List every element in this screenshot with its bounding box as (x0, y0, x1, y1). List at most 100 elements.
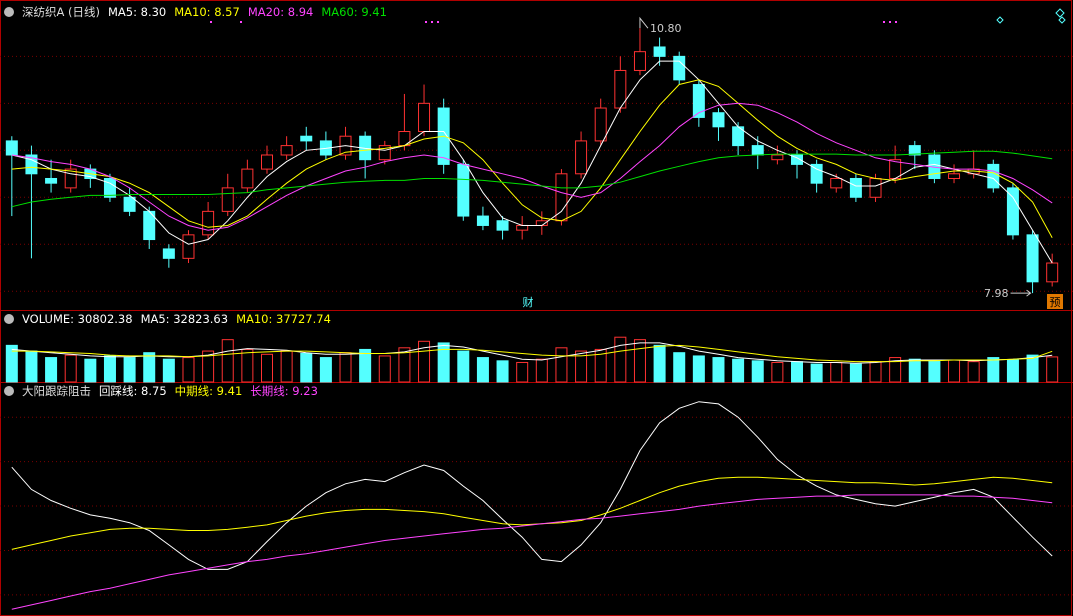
volume-bar (84, 358, 97, 383)
volume-bar (378, 355, 391, 383)
volume-bar (418, 340, 431, 383)
volume-bar (1046, 356, 1059, 383)
candle-body (378, 145, 391, 161)
candle-body (1046, 262, 1059, 283)
volume-bar (575, 350, 588, 383)
line-series (11, 494, 1053, 610)
volume-bar (319, 357, 332, 383)
main-legend: 深纺织A (日线) MA5: 8.30 MA10: 8.57 MA20: 8.94 M… (4, 5, 387, 19)
volume-bar (987, 357, 1000, 383)
volume-bar (594, 348, 607, 383)
volume-bar (948, 359, 961, 383)
volume-bar (1026, 354, 1039, 383)
line-series (11, 150, 1053, 208)
volume-bar (359, 348, 372, 383)
candle-body (653, 46, 666, 57)
volume-bar (810, 363, 823, 383)
candle-body (103, 177, 116, 198)
candle-body (182, 234, 195, 259)
volume-bar (535, 358, 548, 383)
volume-bar (967, 361, 980, 383)
volume-bar (849, 363, 862, 383)
volume-bar (614, 336, 627, 383)
candle-body (300, 135, 313, 142)
candle-body (633, 51, 646, 71)
volume-bar (123, 357, 136, 383)
candle-body (771, 154, 784, 161)
legend-entry: VOLUME: 30802.38 (22, 312, 133, 326)
line-series (11, 344, 1053, 363)
candle-body (476, 215, 489, 226)
volume-bar (516, 361, 529, 383)
candle-body (751, 145, 764, 156)
legend-entry: 长期线: 9.23 (250, 384, 318, 398)
line-series (11, 60, 1053, 264)
indicator-legend: 大阳跟踪阻击 回踩线: 8.75 中期线: 9.41 长期线: 9.23 (4, 384, 318, 398)
volume-bar (457, 350, 470, 383)
forecast-marker[interactable]: 预 (1050, 296, 1061, 309)
high-label: 10.80 (650, 22, 682, 35)
volume-bar (869, 361, 882, 383)
volume-bar (162, 358, 175, 383)
legend-entry: 回踩线: 8.75 (99, 384, 167, 398)
candle-body (45, 177, 58, 184)
candle-body (418, 102, 431, 133)
event-diamonds (996, 8, 1066, 24)
candle-body (496, 220, 509, 231)
finance-marker[interactable]: 财 (523, 295, 534, 309)
candle-body (1006, 187, 1019, 236)
candle-body (1026, 234, 1039, 283)
volume-bar (791, 361, 803, 383)
candle-body (908, 145, 921, 156)
volume-bar (555, 347, 568, 383)
candle-body (791, 154, 803, 165)
candle-body (575, 140, 588, 175)
event-dots (210, 21, 897, 23)
candle-body (830, 177, 843, 189)
candle-body (398, 131, 411, 147)
candle-body (457, 163, 470, 217)
legend-entry: MA10: 8.57 (174, 5, 240, 19)
volume-bar (476, 357, 489, 383)
volume-bar (25, 350, 38, 383)
stock-title: 深纺织A (日线) (22, 5, 100, 19)
volume-bar (280, 350, 293, 383)
volume-bar (751, 360, 764, 383)
legend-entry: MA60: 9.41 (321, 5, 387, 19)
legend: VOLUME: 30802.38 MA5: 32823.63 MA10: 37727… (22, 312, 331, 326)
volume-bar (143, 352, 156, 383)
menu-icon[interactable] (4, 7, 14, 17)
menu-icon[interactable] (4, 314, 14, 324)
volume-bar (5, 344, 18, 383)
volume-bar (712, 357, 725, 383)
volume-bar (908, 358, 921, 383)
high-pointer (639, 16, 649, 29)
volume-bar (182, 357, 195, 383)
volume-bar (437, 342, 450, 383)
volume-bar (45, 357, 58, 383)
line-series (11, 102, 1053, 231)
legend: MA5: 8.30 MA10: 8.57 MA20: 8.94 MA60: 9.41 (108, 5, 387, 19)
legend-entry: MA10: 37727.74 (236, 312, 331, 326)
volume-bar (1006, 359, 1019, 383)
candle-body (241, 168, 254, 189)
volume-bar (496, 360, 509, 383)
volume-bar (732, 358, 745, 383)
candle-body (673, 55, 686, 81)
menu-icon[interactable] (4, 386, 14, 396)
volume-bar (103, 355, 116, 383)
line-series (11, 476, 1053, 550)
volume-bar (692, 355, 705, 383)
candle-body (261, 154, 273, 170)
candle-body (948, 173, 961, 179)
volume-legend: VOLUME: 30802.38 MA5: 32823.63 MA10: 37727… (4, 312, 331, 326)
forecast-marker-box[interactable] (1047, 294, 1063, 309)
volume-bar (221, 339, 234, 383)
volume-bar (64, 354, 77, 383)
volume-bar (830, 361, 843, 383)
volume-bar (398, 347, 411, 383)
candle-body (810, 163, 823, 184)
volume-bar (673, 352, 686, 383)
